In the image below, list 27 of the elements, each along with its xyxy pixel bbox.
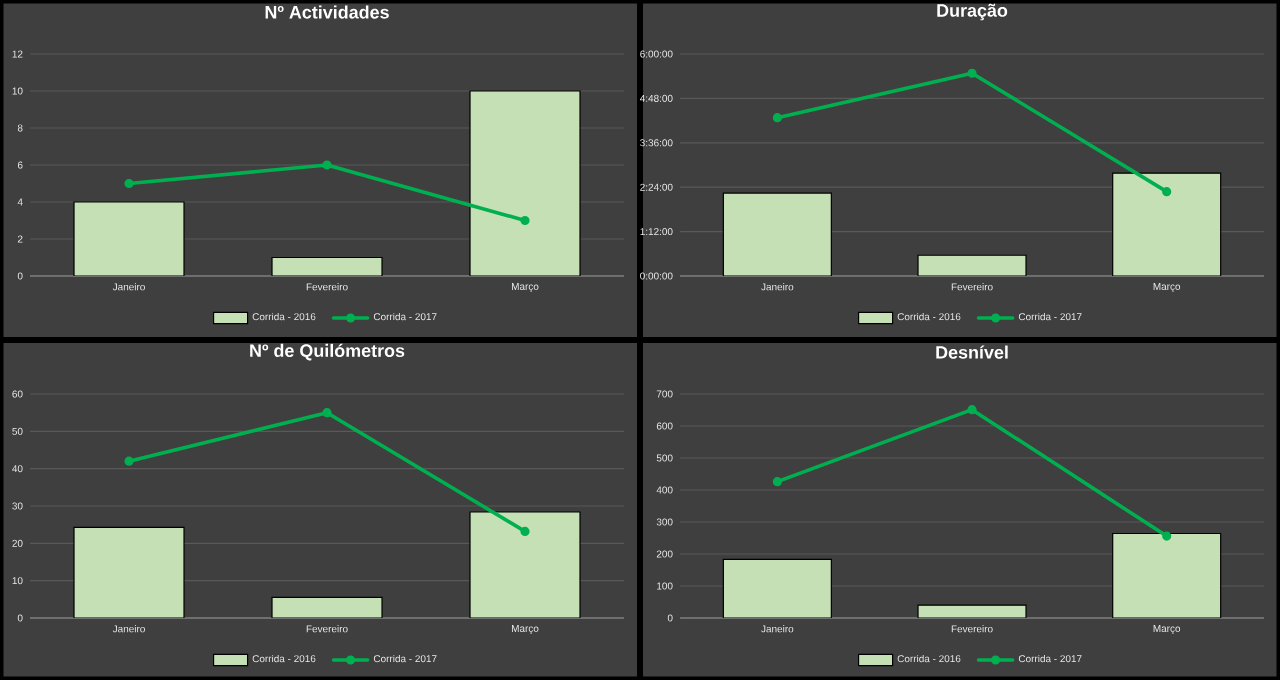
chart-title: Desnível — [936, 345, 1008, 359]
bar — [917, 254, 1027, 276]
chart-title: Duração — [937, 3, 1008, 21]
point — [322, 160, 332, 170]
bar — [73, 201, 185, 276]
chart-title: Nº Actividades — [265, 5, 389, 19]
point — [1162, 187, 1172, 197]
point — [124, 178, 134, 189]
bar — [272, 257, 383, 276]
bar — [272, 597, 383, 618]
point — [1162, 531, 1172, 541]
point — [322, 408, 332, 418]
chart-title: Nº de Quilómetros — [250, 343, 405, 361]
bar — [1112, 532, 1222, 618]
point — [967, 68, 977, 78]
point — [124, 456, 134, 466]
point — [772, 113, 782, 123]
point — [520, 526, 530, 536]
bar — [469, 511, 581, 618]
bar — [1112, 172, 1222, 276]
bar — [722, 558, 832, 618]
point — [967, 405, 977, 415]
bar — [73, 526, 185, 618]
bar — [469, 90, 581, 276]
point — [772, 477, 782, 487]
point — [520, 215, 530, 226]
bar — [722, 192, 832, 276]
